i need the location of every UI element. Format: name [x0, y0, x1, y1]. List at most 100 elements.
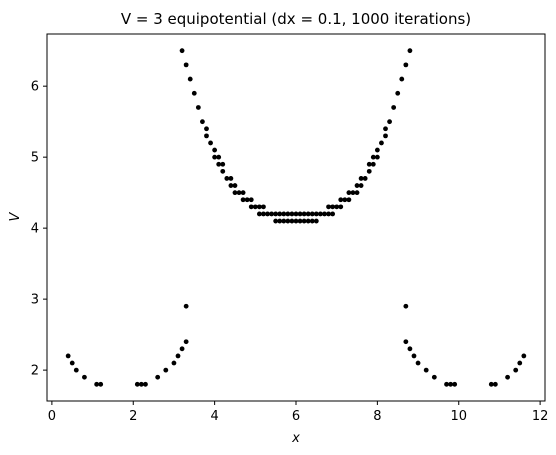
y-tick-label: 5 [31, 151, 39, 166]
data-point [208, 140, 213, 146]
data-point [195, 105, 201, 110]
data-point [387, 119, 392, 125]
data-point [322, 211, 327, 217]
data-point [252, 204, 258, 210]
data-point [155, 374, 161, 380]
data-point [269, 211, 274, 217]
data-point [403, 62, 409, 68]
data-point [134, 381, 140, 387]
data-point [236, 190, 242, 196]
data-point [216, 154, 222, 160]
x-axis-ticks: 0 2 4 6 8 10 12 [48, 401, 549, 424]
data-point [366, 168, 372, 174]
data-point [220, 161, 226, 167]
data-point [338, 204, 344, 210]
data-point [513, 367, 519, 373]
data-point [240, 197, 246, 203]
data-point [183, 303, 189, 309]
data-point [305, 211, 311, 217]
data-point [383, 133, 388, 139]
data-point [338, 197, 344, 203]
data-point [415, 360, 421, 366]
data-point [366, 161, 372, 167]
data-point [407, 346, 413, 352]
x-tick-label: 6 [292, 409, 300, 424]
data-point [346, 197, 352, 203]
y-tick-label: 2 [31, 364, 39, 379]
data-point [342, 197, 348, 203]
data-point [403, 339, 409, 345]
data-point [277, 218, 283, 224]
data-point [224, 176, 230, 181]
data-point [431, 374, 437, 380]
data-point [240, 190, 246, 196]
data-point [301, 218, 307, 224]
data-point [73, 367, 79, 373]
data-point [330, 211, 336, 217]
data-point [256, 211, 262, 217]
data-point [289, 218, 295, 224]
data-point [309, 218, 315, 224]
data-point [395, 90, 401, 96]
data-point [374, 147, 380, 153]
data-point [297, 218, 303, 224]
x-tick-label: 8 [373, 409, 381, 424]
data-point [374, 154, 380, 160]
data-point [399, 76, 405, 82]
data-point [391, 105, 397, 110]
data-point [228, 176, 234, 181]
data-point [346, 190, 352, 196]
data-point [143, 381, 148, 387]
data-point [423, 367, 429, 373]
data-point [179, 346, 185, 352]
data-point [492, 381, 498, 387]
data-point [273, 211, 279, 217]
data-point [261, 211, 266, 217]
data-point [448, 381, 454, 387]
data-point [301, 211, 307, 217]
data-point [289, 211, 295, 217]
plot-frame [46, 33, 546, 402]
data-point [183, 62, 189, 68]
data-point [313, 218, 319, 224]
data-point [383, 126, 388, 132]
y-tick-label: 4 [31, 222, 39, 237]
data-point [200, 119, 205, 125]
data-point [350, 190, 356, 196]
data-point [358, 176, 364, 181]
data-point [232, 190, 238, 196]
x-axis-label: x [291, 431, 300, 446]
data-point [94, 381, 100, 387]
data-point [171, 360, 177, 366]
x-tick-label: 4 [210, 409, 218, 424]
data-point [488, 381, 494, 387]
data-point [293, 211, 299, 217]
data-point [273, 218, 279, 224]
data-point [261, 204, 266, 210]
data-point [163, 367, 169, 373]
data-point [309, 211, 315, 217]
data-point [191, 90, 197, 96]
y-tick-label: 6 [31, 80, 39, 95]
data-point [354, 190, 360, 196]
x-tick-label: 12 [532, 409, 549, 424]
data-point [517, 360, 523, 366]
y-axis-ticks: 2 3 4 5 6 [31, 80, 47, 379]
data-point [370, 154, 376, 160]
data-point [204, 126, 209, 132]
data-point [65, 353, 71, 359]
data-point [256, 204, 262, 210]
data-point [69, 360, 75, 366]
data-point [248, 204, 254, 210]
data-point [281, 211, 287, 217]
data-point [358, 183, 364, 188]
data-point [82, 374, 87, 380]
scatter-points [65, 48, 527, 387]
data-point [370, 161, 376, 167]
data-point [326, 211, 331, 217]
data-point [212, 154, 218, 160]
chart-title: V = 3 equipotential (dx = 0.1, 1000 iter… [121, 10, 471, 28]
data-point [444, 381, 449, 387]
data-point [216, 161, 222, 167]
data-point [505, 374, 510, 380]
